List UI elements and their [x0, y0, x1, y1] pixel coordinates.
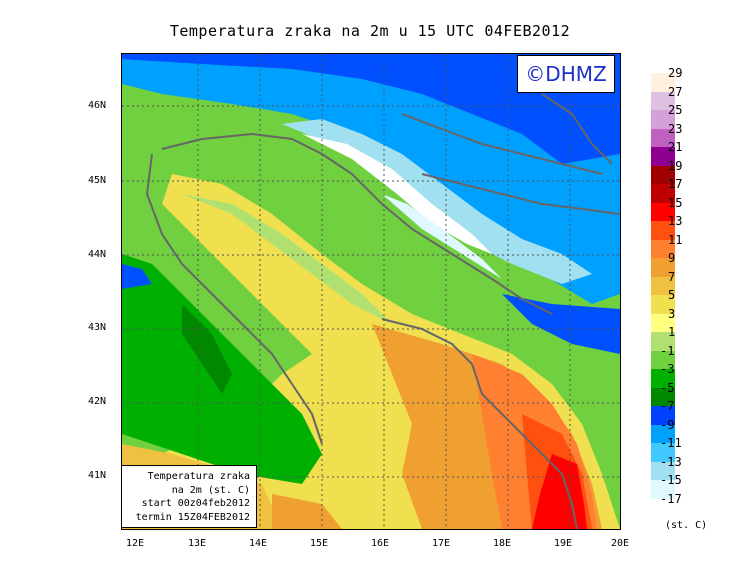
graticule — [122, 54, 620, 529]
lon-label-17e: 17E — [431, 538, 451, 549]
legend-label: 23 — [668, 121, 683, 136]
legend-swatch — [651, 406, 675, 425]
color-legend — [651, 73, 675, 517]
legend-label: 13 — [668, 214, 683, 228]
legend-label: 7 — [668, 269, 676, 284]
legend-label: 21 — [668, 140, 683, 154]
legend-swatch — [651, 461, 675, 480]
field-cold-9 — [122, 54, 620, 164]
legend-label: 17 — [668, 177, 683, 191]
lat-label-45n: 45N — [88, 175, 107, 186]
lon-label-13e: 13E — [187, 538, 207, 549]
temperature-map — [121, 53, 621, 530]
legend-swatch — [651, 424, 675, 443]
legend-swatch — [651, 73, 675, 92]
field-cold-15 — [382, 194, 502, 279]
legend-swatch — [651, 239, 675, 258]
legend-swatch — [651, 110, 675, 129]
info-box: Temperatura zraka na 2m (st. C) start 00… — [121, 465, 257, 528]
legend-label: -3 — [660, 362, 675, 376]
field-warm-1 — [182, 194, 392, 324]
legend-label: 25 — [668, 103, 683, 117]
legend-swatch — [651, 128, 675, 147]
info-line-3: start 00z04feb2012 — [141, 498, 250, 509]
legend-unit: (st. C) — [665, 520, 708, 531]
legend-swatch — [651, 276, 675, 295]
lat-label-44n: 44N — [88, 249, 107, 260]
lon-label-15e: 15E — [309, 538, 329, 549]
coastlines — [145, 93, 620, 529]
legend-swatch — [651, 313, 675, 332]
field-warm-9-south — [272, 494, 342, 529]
legend-swatch — [651, 258, 675, 277]
lat-label-42n: 42N — [88, 396, 107, 407]
field-cool-5 — [182, 304, 232, 394]
lon-label-18e: 18E — [492, 538, 512, 549]
field-cool-9 — [122, 264, 152, 289]
legend-label: 9 — [668, 251, 676, 265]
legend-label: -15 — [660, 473, 682, 487]
legend-swatch — [651, 147, 675, 166]
legend-swatch — [651, 443, 675, 462]
lon-label-14e: 14E — [248, 538, 268, 549]
lat-label-43n: 43N — [88, 322, 107, 333]
legend-label: -11 — [660, 436, 682, 450]
copyright-badge: ©DHMZ — [517, 55, 615, 93]
legend-label: -13 — [660, 454, 682, 469]
lon-label-12e: 12E — [125, 538, 145, 549]
legend-swatch — [651, 350, 675, 369]
legend-swatch — [651, 369, 675, 388]
legend-label: 1 — [668, 325, 676, 339]
legend-label: 11 — [668, 232, 683, 247]
info-line-4: termin 15Z04FEB2012 — [135, 511, 250, 523]
info-line-2: na 2m (st. C) — [171, 484, 250, 496]
legend-swatch — [651, 221, 675, 240]
legend-label: -9 — [660, 417, 675, 432]
field-cold-17 — [302, 134, 492, 254]
legend-swatch — [651, 184, 675, 203]
legend-swatch — [651, 91, 675, 110]
legend-label: 3 — [668, 306, 676, 321]
legend-label: 5 — [668, 288, 676, 302]
legend-label: 19 — [668, 158, 683, 173]
legend-label: -17 — [660, 491, 682, 506]
legend-swatch — [651, 332, 675, 351]
legend-label: 27 — [668, 84, 683, 99]
legend-label: 15 — [668, 195, 683, 210]
legend-swatch — [651, 480, 675, 499]
lat-label-46n: 46N — [88, 100, 107, 111]
lon-label-19e: 19E — [553, 538, 573, 549]
field-cold-east — [502, 294, 620, 354]
temperature-field — [122, 54, 620, 529]
legend-label: -1 — [660, 343, 675, 358]
legend-swatch — [651, 387, 675, 406]
legend-swatch — [651, 498, 675, 517]
legend-swatch — [651, 295, 675, 314]
map-title: Temperatura zraka na 2m u 15 UTC 04FEB20… — [169, 22, 571, 40]
info-line-1: Temperatura zraka — [147, 471, 250, 482]
legend-label: -5 — [660, 380, 675, 395]
legend-label: -7 — [660, 399, 675, 413]
legend-swatch — [651, 202, 675, 221]
lon-label-16e: 16E — [370, 538, 390, 549]
legend-swatch — [651, 165, 675, 184]
lat-label-41n: 41N — [88, 470, 107, 481]
lon-label-20e: 20E — [610, 538, 630, 549]
legend-label: 29 — [668, 66, 683, 80]
